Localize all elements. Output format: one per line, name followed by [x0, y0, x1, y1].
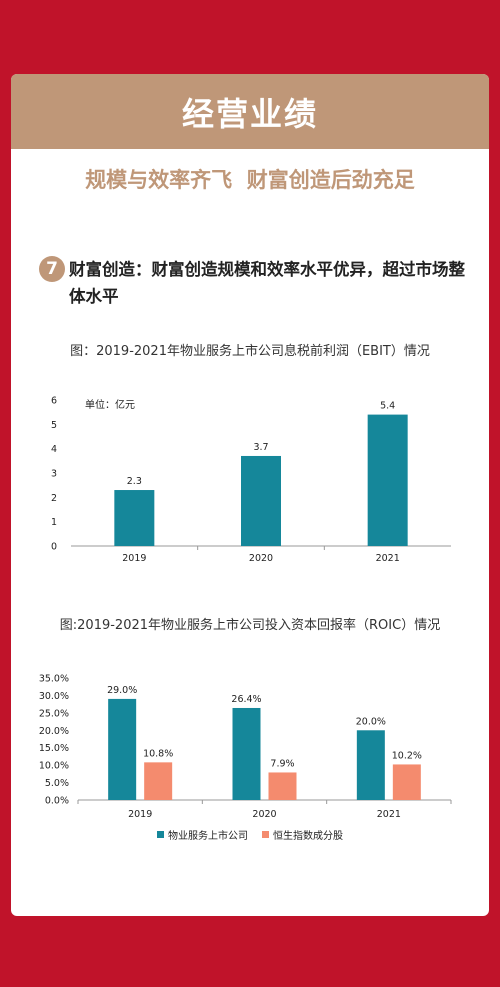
roic-data-label: 29.0% — [107, 685, 137, 696]
roic-bar-property-2019 — [108, 698, 137, 800]
x-tick-label: 2020 — [249, 553, 273, 564]
y-tick-label: 30.0% — [39, 691, 69, 702]
ebit-data-label: 2.3 — [127, 476, 142, 487]
y-tick-label: 6 — [51, 396, 57, 407]
y-tick-label: 1 — [51, 517, 57, 528]
y-tick-label: 5 — [51, 420, 57, 431]
y-tick-label: 0 — [51, 542, 57, 553]
banner-title: 经营业绩 — [181, 94, 318, 133]
y-tick-label: 0.0% — [45, 796, 69, 807]
y-tick-label: 10.0% — [39, 761, 69, 772]
y-tick-label: 2 — [51, 493, 57, 504]
legend-swatch-salmon — [262, 831, 269, 838]
roic-bar-property-2020 — [232, 707, 261, 800]
section-number-badge: 7 — [39, 256, 65, 282]
banner: 经营业绩 — [11, 74, 489, 149]
roic-bar-hsi-2021 — [392, 764, 421, 800]
unit-label: 单位：亿元 — [85, 398, 135, 411]
ebit-bar-2019 — [114, 490, 155, 546]
legend-item-hsi: 恒生指数成分股 — [262, 827, 343, 842]
roic-legend: 物业服务上市公司 恒生指数成分股 — [11, 827, 489, 842]
y-tick-label: 25.0% — [39, 708, 69, 719]
roic-bar-hsi-2020 — [268, 772, 297, 800]
x-tick-label: 2021 — [376, 553, 400, 564]
x-tick-label: 2021 — [377, 809, 401, 820]
ebit-data-label: 3.7 — [253, 442, 268, 453]
y-tick-label: 15.0% — [39, 743, 69, 754]
ebit-bar-2021 — [367, 414, 408, 546]
y-tick-label: 3 — [51, 469, 57, 480]
roic-bar-hsi-2019 — [144, 762, 173, 800]
legend-label: 物业服务上市公司 — [168, 831, 248, 842]
y-tick-label: 5.0% — [45, 778, 69, 789]
y-tick-label: 20.0% — [39, 726, 69, 737]
roic-data-label: 20.0% — [356, 716, 386, 727]
ebit-bar-chart: 0 1 2 3 4 5 6 单位：亿元 2.3 2019 3.7 2020 5.4 2021 — [51, 396, 451, 564]
legend-item-property: 物业服务上市公司 — [157, 827, 248, 842]
content-card: 经营业绩 规模与效率齐飞 财富创造后劲充足 7 财富创造：财富创造规模和效率水平… — [11, 74, 489, 916]
roic-data-label: 10.2% — [392, 750, 422, 761]
roic-bar-chart: 0.0% 5.0% 10.0% 15.0% 20.0% 25.0% 30.0% 35.0% 29… — [39, 674, 452, 820]
roic-chart-title: 图:2019-2021年物业服务上市公司投入资本回报率（ROIC）情况 — [59, 618, 441, 633]
subtitle: 规模与效率齐飞 财富创造后劲充足 — [85, 168, 415, 192]
roic-bar-property-2021 — [356, 730, 385, 800]
x-tick-label: 2019 — [122, 553, 146, 564]
roic-data-label: 7.9% — [270, 758, 294, 769]
ebit-data-label: 5.4 — [380, 401, 395, 412]
legend-label: 恒生指数成分股 — [273, 831, 343, 842]
roic-data-label: 10.8% — [143, 748, 173, 759]
roic-data-label: 26.4% — [231, 694, 261, 705]
legend-swatch-teal — [157, 831, 164, 838]
ebit-chart-title: 图：2019-2021年物业服务上市公司息税前利润（EBIT）情况 — [70, 344, 430, 359]
x-tick-label: 2020 — [252, 809, 276, 820]
y-tick-label: 4 — [51, 444, 57, 455]
x-tick-label: 2019 — [128, 809, 152, 820]
section-heading: 财富创造：财富创造规模和效率水平优异，超过市场整体水平 — [69, 260, 465, 306]
ebit-bar-2020 — [241, 455, 281, 546]
y-tick-label: 35.0% — [39, 674, 69, 685]
